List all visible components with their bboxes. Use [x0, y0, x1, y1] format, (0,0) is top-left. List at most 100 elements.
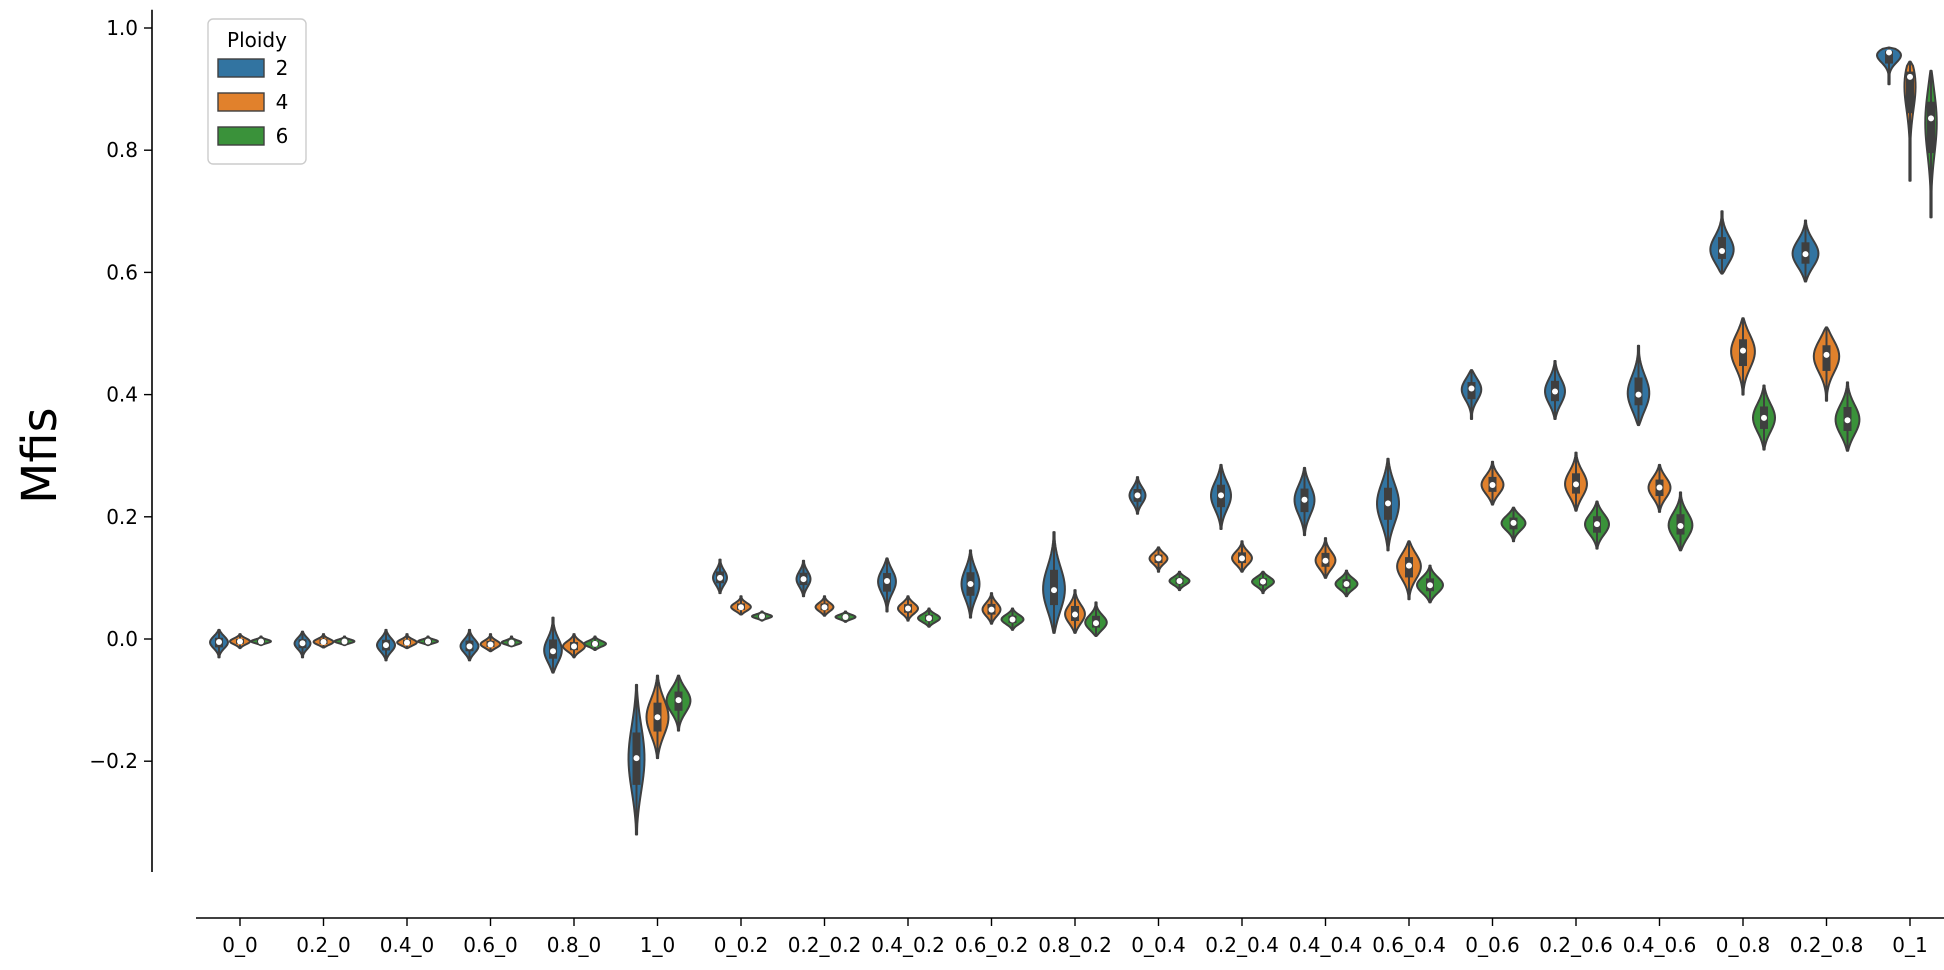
y-tick-label: 0.0: [106, 627, 138, 651]
y-tick-label: −0.2: [89, 749, 138, 773]
violin-median-point: [1260, 578, 1266, 585]
violin-median-point: [1656, 484, 1663, 491]
violin-median-point: [675, 697, 682, 704]
violin-median-point: [466, 643, 473, 650]
violin-median-point: [299, 640, 306, 647]
x-tick-label: 0.8_0: [547, 933, 602, 957]
violin-median-point: [341, 638, 348, 645]
violin-box: [1906, 71, 1914, 114]
y-tick-label: 0.6: [106, 260, 138, 284]
violin-median-point: [884, 577, 890, 584]
x-tick-label: 1_0: [640, 933, 675, 957]
violin-box: [1822, 345, 1831, 371]
violin-median-point: [1844, 417, 1851, 424]
violin-median-point: [1635, 391, 1642, 398]
violin-median-point: [1719, 248, 1725, 255]
violin-box: [1885, 50, 1893, 64]
x-tick-label: 0.4_0.6: [1623, 933, 1697, 957]
violin-median-point: [905, 605, 911, 612]
x-tick-label: 0.2_0.4: [1205, 933, 1279, 957]
x-tick-label: 0.4_0.2: [871, 933, 945, 957]
x-tick-label: 0.2_0.2: [788, 933, 862, 957]
x-tick-label: 0.6_0.2: [955, 933, 1029, 957]
violin-median-point: [1761, 414, 1767, 421]
legend-label-6: 6: [276, 124, 289, 148]
x-tick-label: 0_0.8: [1716, 933, 1771, 957]
violin-median-point: [1594, 521, 1600, 528]
violin-median-point: [1802, 251, 1809, 258]
violin-median-point: [237, 638, 243, 645]
y-tick-label: 0.8: [106, 138, 138, 162]
violin-median-point: [926, 615, 932, 622]
x-tick-label: 0.6_0.4: [1372, 933, 1446, 957]
x-tick-label: 0_0: [222, 933, 257, 957]
violin-median-point: [1051, 587, 1057, 594]
violin-median-point: [320, 639, 327, 646]
violin-median-point: [1134, 492, 1141, 499]
violin-median-point: [759, 613, 765, 620]
violin-median-point: [1322, 557, 1329, 564]
violin-median-point: [842, 614, 849, 621]
legend: Ploidy 2 4 6: [207, 18, 307, 165]
violin-median-point: [1510, 519, 1517, 526]
legend-swatch-6: [217, 126, 265, 146]
violin-median-point: [1677, 522, 1684, 529]
violin-median-point: [1385, 500, 1391, 507]
violin-median-point: [1155, 555, 1162, 562]
x-tick-label: 0.2_0.8: [1790, 933, 1864, 957]
violin-median-point: [1239, 555, 1245, 562]
violin-median-point: [1740, 347, 1746, 354]
violin-median-point: [1343, 581, 1350, 588]
x-tick-label: 0.2_0: [296, 933, 351, 957]
violin-median-point: [1823, 351, 1830, 358]
y-axis-title: Mfis: [12, 407, 68, 504]
violin-median-point: [383, 642, 389, 649]
legend-label-4: 4: [276, 90, 289, 114]
legend-label-2: 2: [276, 56, 289, 80]
violin-median-point: [738, 604, 744, 611]
violin-series-ploidy-2: [209, 46, 1902, 836]
violin-median-point: [258, 638, 264, 645]
violin-median-point: [592, 640, 598, 647]
y-tick-label: 1.0: [106, 16, 138, 40]
violins-layer: [209, 46, 1938, 836]
violin-median-point: [1928, 115, 1934, 122]
legend-title: Ploidy: [227, 28, 287, 52]
violin-median-point: [1301, 496, 1308, 503]
violin-median-point: [967, 581, 974, 588]
violin-series-ploidy-6: [250, 69, 1938, 732]
violin-median-point: [633, 755, 640, 762]
x-tick-label: 0_1: [1892, 933, 1927, 957]
violin-box: [1634, 377, 1643, 406]
x-tick-label: 0.4_0: [380, 933, 435, 957]
x-tick-label: 0.2_0.6: [1539, 933, 1613, 957]
x-tick-label: 0.4_0.4: [1289, 933, 1363, 957]
violin-median-point: [1176, 577, 1183, 584]
violin-series-ploidy-4: [229, 60, 1917, 760]
violin-median-point: [988, 606, 995, 613]
violin-median-point: [1886, 49, 1892, 56]
violin-median-point: [1552, 388, 1558, 395]
violin-median-point: [487, 641, 494, 648]
violin-median-point: [1573, 481, 1579, 488]
violin-median-point: [1093, 620, 1099, 627]
violin-median-point: [1072, 611, 1078, 618]
violin-median-point: [404, 639, 410, 646]
violin-median-point: [550, 648, 556, 655]
violin-median-point: [216, 639, 222, 646]
y-tick-label: 0.4: [106, 383, 138, 407]
violin-median-point: [654, 714, 661, 721]
violin-box: [1927, 101, 1935, 154]
legend-swatch-2: [217, 58, 265, 78]
violin-median-point: [1427, 582, 1433, 589]
axes-layer: 1.0 0.8 0.6 0.4 0.2 0.0 −0.2 Mfis 0_0 0.2_0 0.4_0 0…: [12, 9, 1944, 957]
x-tick-label: 0.8_0.2: [1038, 933, 1112, 957]
violin-median-point: [508, 639, 515, 646]
y-tick-label: 0.2: [106, 505, 138, 529]
violin-median-point: [1907, 73, 1913, 80]
violin-median-point: [1468, 385, 1475, 392]
x-tick-label: 0_0.2: [714, 933, 769, 957]
x-tick-label: 0_0.6: [1465, 933, 1520, 957]
